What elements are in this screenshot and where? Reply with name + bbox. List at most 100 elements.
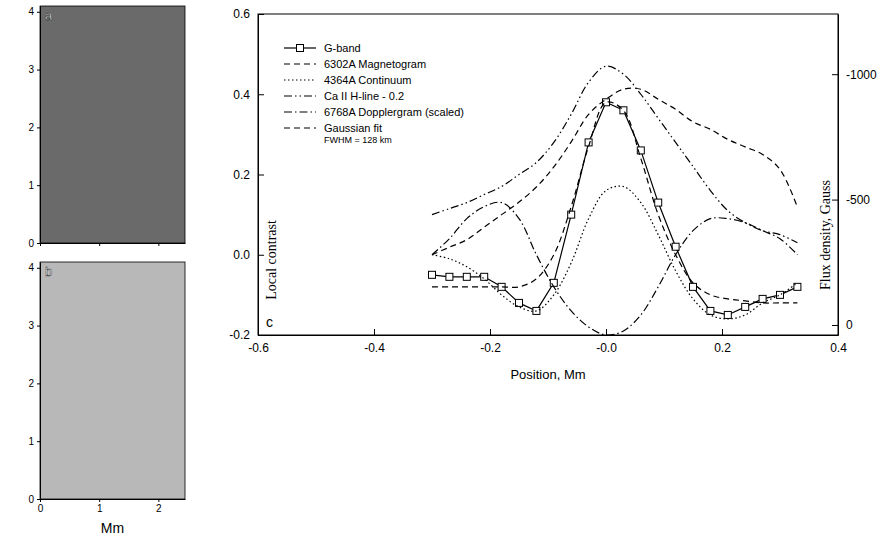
tick: 2 <box>28 122 40 133</box>
tick-label: 4 <box>28 6 34 17</box>
tick-label: 2 <box>28 122 34 133</box>
tick: 1 <box>28 180 40 191</box>
panel-letter: a <box>45 8 53 23</box>
axis: 0 1 2 <box>38 499 186 514</box>
tick-label: 0 <box>38 503 44 514</box>
legend-swatch <box>284 63 316 64</box>
tick-label: -1000 <box>846 68 877 82</box>
tick: 0.2 <box>233 168 264 182</box>
tick-mark <box>37 326 40 327</box>
panel-letter: b <box>45 264 52 279</box>
tick-label: 2 <box>28 378 34 389</box>
annotation: FWHM = 128 km <box>324 135 392 145</box>
tick: 4 <box>28 6 40 17</box>
marker <box>724 311 731 318</box>
tick: 0.2 <box>714 329 731 355</box>
axis: -0.6 -0.4 -0.2 -0.0 0.2 0.4 <box>248 329 847 355</box>
tick-label: -0.4 <box>364 341 385 355</box>
tick: 0 <box>38 499 44 514</box>
tick-label: 0.4 <box>233 88 250 102</box>
tick: -500 <box>832 193 870 207</box>
tick-label: -500 <box>846 193 870 207</box>
series-line <box>432 66 797 243</box>
y2-axis-title: Flux density, Gauss <box>818 180 833 290</box>
axis-line <box>41 243 186 244</box>
tick: -0.4 <box>364 329 385 355</box>
figure: 01234a01234012bMm-0.6-0.4-0.2-0.00.20.4-… <box>0 0 893 546</box>
tick-mark <box>832 325 838 326</box>
tick: 0 <box>832 318 853 332</box>
tick-mark <box>99 243 100 246</box>
tick-mark <box>722 329 723 335</box>
series-line <box>432 102 797 315</box>
marker <box>446 273 453 280</box>
tick-label: 0.2 <box>233 168 250 182</box>
tick-mark <box>40 243 41 246</box>
tick-label: 0 <box>28 238 34 249</box>
tick-label: -0.0 <box>596 341 617 355</box>
tick-mark <box>158 499 159 502</box>
tick-mark <box>37 185 40 186</box>
tick-mark <box>37 243 40 244</box>
tick-mark <box>37 499 40 500</box>
tick: 0.6 <box>233 7 264 21</box>
tick: 1 <box>97 499 103 514</box>
tick: -1000 <box>832 68 877 82</box>
legend-swatch <box>284 95 316 96</box>
tick: 1 <box>28 436 40 447</box>
tick-label: -0.6 <box>248 341 269 355</box>
tick-mark <box>37 70 40 71</box>
plot-area <box>429 66 801 335</box>
legend-swatch <box>284 127 316 128</box>
legend-label: Ca II H-line - 0.2 <box>324 90 404 102</box>
tick-mark <box>606 329 607 335</box>
marker <box>672 243 679 250</box>
tick-mark <box>37 441 40 442</box>
tick-mark <box>40 499 41 502</box>
legend-swatch <box>284 111 316 112</box>
panel-b: 01234012bMm <box>28 262 185 536</box>
tick: 2 <box>156 499 162 514</box>
panel-a: 0 1 2 3 4a <box>28 6 185 249</box>
legend-swatch <box>284 79 316 80</box>
tick-mark <box>99 499 100 502</box>
legend-label: 6768A Dopplergram (scaled) <box>324 106 464 118</box>
series-line <box>432 202 797 335</box>
tick: 3 <box>28 64 40 75</box>
marker <box>707 307 714 314</box>
tick-mark <box>37 268 40 269</box>
axis: -0.2 0.0 0.2 0.4 0.6 <box>229 7 264 342</box>
panel-letter: c <box>266 314 273 330</box>
tick-label: -0.2 <box>480 341 501 355</box>
legend-label: Gaussian fit <box>324 122 382 134</box>
marker <box>777 291 784 298</box>
axis-line <box>838 15 839 336</box>
marker <box>463 273 470 280</box>
axis: 01234 <box>28 262 40 504</box>
panel-c: -0.6 -0.4 -0.2 -0.0 0.2 0.4 -0.2 0.0 0.2 0.4 0.6 -1… <box>229 7 877 382</box>
marker <box>655 199 662 206</box>
tick-label: 1 <box>28 436 34 447</box>
axis-line <box>41 499 186 500</box>
x-axis-title: Mm <box>101 520 124 536</box>
tick-label: 0.0 <box>233 248 250 262</box>
tick-label: 0.4 <box>830 341 847 355</box>
axis: 0 1 2 3 4 <box>28 6 40 248</box>
tick: -0.2 <box>229 328 264 342</box>
tick-mark <box>258 14 264 15</box>
axis-line <box>40 7 41 244</box>
marker <box>429 271 436 278</box>
tick-mark <box>158 243 159 246</box>
tick-label: 1 <box>28 180 34 191</box>
tick-label: 2 <box>156 503 162 514</box>
plot-frame <box>258 14 838 335</box>
legend-label: 6302A Magnetogram <box>324 58 426 70</box>
tick <box>99 243 100 246</box>
legend-label: G-band <box>324 42 361 54</box>
tick-label: 0.6 <box>233 7 250 21</box>
tick-label: 4 <box>28 262 34 273</box>
tick-label: 1 <box>97 503 103 514</box>
series-line <box>432 88 797 255</box>
tick-mark <box>258 175 264 176</box>
tick: 0.4 <box>233 88 264 102</box>
